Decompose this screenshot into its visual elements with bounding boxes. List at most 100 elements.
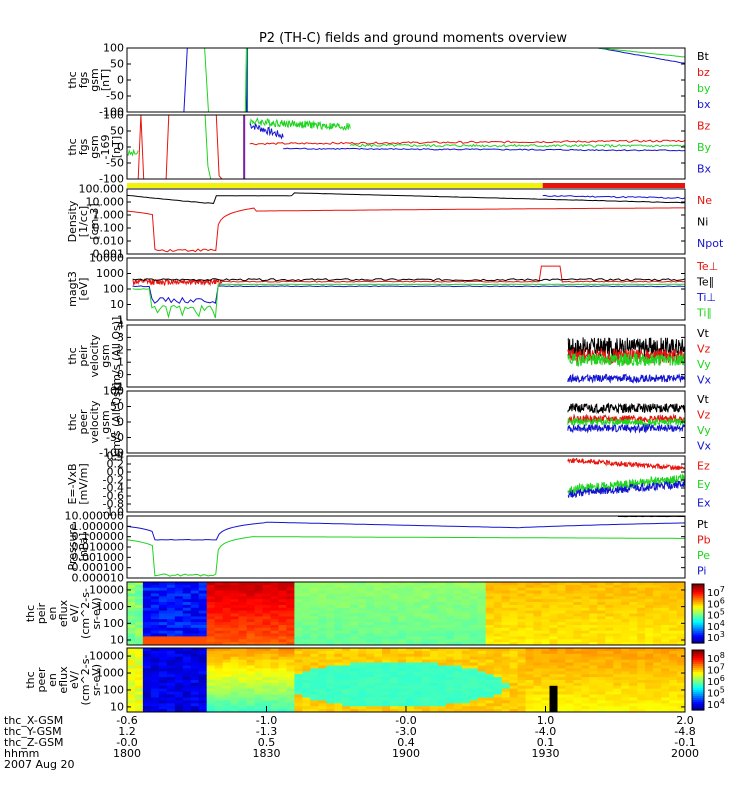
spectrogram-cell [525, 602, 535, 606]
spectrogram-cell [414, 703, 423, 707]
spectrogram-cell [278, 662, 288, 666]
by-series [598, 48, 685, 58]
colorbar-segment [692, 696, 704, 699]
spectrogram-cell [406, 584, 415, 589]
spectrogram-cell [525, 593, 535, 597]
spectrogram-cell [366, 662, 375, 666]
colorbar-segment [692, 676, 704, 679]
spectrogram-cell [517, 709, 527, 712]
spectrogram-cell [382, 691, 391, 696]
y-axis-label-line: peir [77, 345, 90, 367]
spectrogram-cell [621, 599, 630, 603]
spectrogram-cell [581, 697, 590, 701]
spectrogram-cell [406, 694, 415, 698]
spectrogram-cell [589, 700, 598, 704]
spectrogram-cell [135, 622, 144, 626]
spectrogram-cell [318, 648, 327, 652]
spectrogram-cell [565, 630, 574, 635]
spectrogram-cell [573, 665, 582, 669]
spectrogram-cell [541, 680, 551, 684]
spectrogram-cell [477, 700, 487, 704]
spectrogram-cell [541, 700, 551, 704]
spectrogram-cell [517, 674, 527, 678]
spectrogram-cell [485, 596, 495, 600]
spectrogram-cell [286, 633, 295, 637]
spectrogram-cell [525, 636, 535, 640]
spectrogram-cell [366, 582, 375, 586]
spectrogram-cell [445, 703, 455, 707]
spectrogram-cell [158, 694, 168, 698]
spectrogram-cell [429, 622, 439, 626]
y-tick-label: 0.001000 [72, 551, 125, 564]
spectrogram-cell [182, 616, 192, 620]
spectrogram-cell [485, 627, 495, 632]
spectrogram-cell [390, 627, 399, 632]
spectrogram-cell [406, 582, 415, 586]
spectrogram-cell [358, 665, 367, 669]
spectrogram-cell [254, 622, 264, 626]
spectrogram-cell [230, 599, 240, 603]
spectrogram-cell [597, 613, 606, 617]
spectrogram-cell [182, 633, 192, 637]
spectrogram-cell [613, 582, 622, 586]
position-tick-label: -0.0 [395, 714, 416, 727]
spectrogram-cell [326, 662, 335, 666]
spectrogram-cell [254, 599, 264, 603]
spectrogram-cell [421, 599, 431, 603]
spectrogram-cell [605, 582, 614, 586]
spectrogram-cell [374, 596, 383, 600]
spectrogram-cell [661, 668, 670, 672]
spectrogram-cell [509, 610, 519, 615]
colorbar-tick-base: 10 [707, 633, 720, 644]
spectrogram-cell [469, 671, 479, 675]
spectrogram-cell [629, 590, 638, 595]
spectrogram-cell [589, 627, 598, 632]
spectrogram-cell [589, 607, 598, 612]
spectrogram-cell [406, 653, 415, 658]
spectrogram-cell [501, 700, 511, 704]
spectrogram-cell [501, 682, 511, 687]
spectrogram-cell [238, 625, 248, 629]
spectrogram-cell [366, 650, 375, 655]
spectrogram-cell [445, 665, 455, 669]
spectrogram-cell [390, 599, 399, 603]
spectrogram-cell [334, 685, 343, 690]
spectrogram-cell [541, 602, 551, 606]
spectrogram-cell [613, 610, 622, 615]
spectrogram-cell [382, 709, 391, 712]
spectrogram-cell [453, 633, 463, 637]
spectrogram-cell [414, 642, 423, 645]
spectrogram-cell [669, 656, 678, 661]
spectrogram-cell [270, 622, 280, 626]
spectrogram-cell [326, 656, 335, 661]
spectrogram-cell [501, 694, 511, 698]
spectrogram-cell [286, 590, 295, 595]
spectrogram-cell [621, 703, 630, 707]
spectrogram-cell [469, 691, 479, 696]
spectrogram-cell [557, 613, 567, 617]
spectrogram-cell [366, 627, 375, 632]
spectrogram-cell [581, 709, 590, 712]
spectrogram-cell [390, 685, 399, 690]
spectrogram-cell [605, 596, 614, 600]
spectrogram-cell [541, 662, 551, 666]
spectrogram-cell [669, 596, 678, 600]
spectrogram-cell [374, 703, 383, 707]
spectrogram-cell [214, 694, 224, 698]
spectrogram-cell [677, 662, 685, 666]
spectrogram-cell [190, 682, 200, 687]
spectrogram-cell [278, 665, 288, 669]
spectrogram-cell [414, 677, 423, 681]
spectrogram-cell [541, 630, 551, 635]
spectrogram-cell [390, 648, 399, 652]
spectrogram-cell [358, 650, 367, 655]
spectrogram-cell [589, 656, 598, 661]
spectrogram-cell [406, 642, 415, 645]
spectrogram-cell [565, 691, 574, 696]
spectrogram-cell [621, 659, 630, 664]
spectrogram-cell [565, 688, 574, 693]
spectrogram-cell [398, 665, 407, 669]
spectrogram-cell [669, 616, 678, 620]
spectrogram-cell [246, 639, 256, 643]
spectrogram-cell [597, 665, 606, 669]
